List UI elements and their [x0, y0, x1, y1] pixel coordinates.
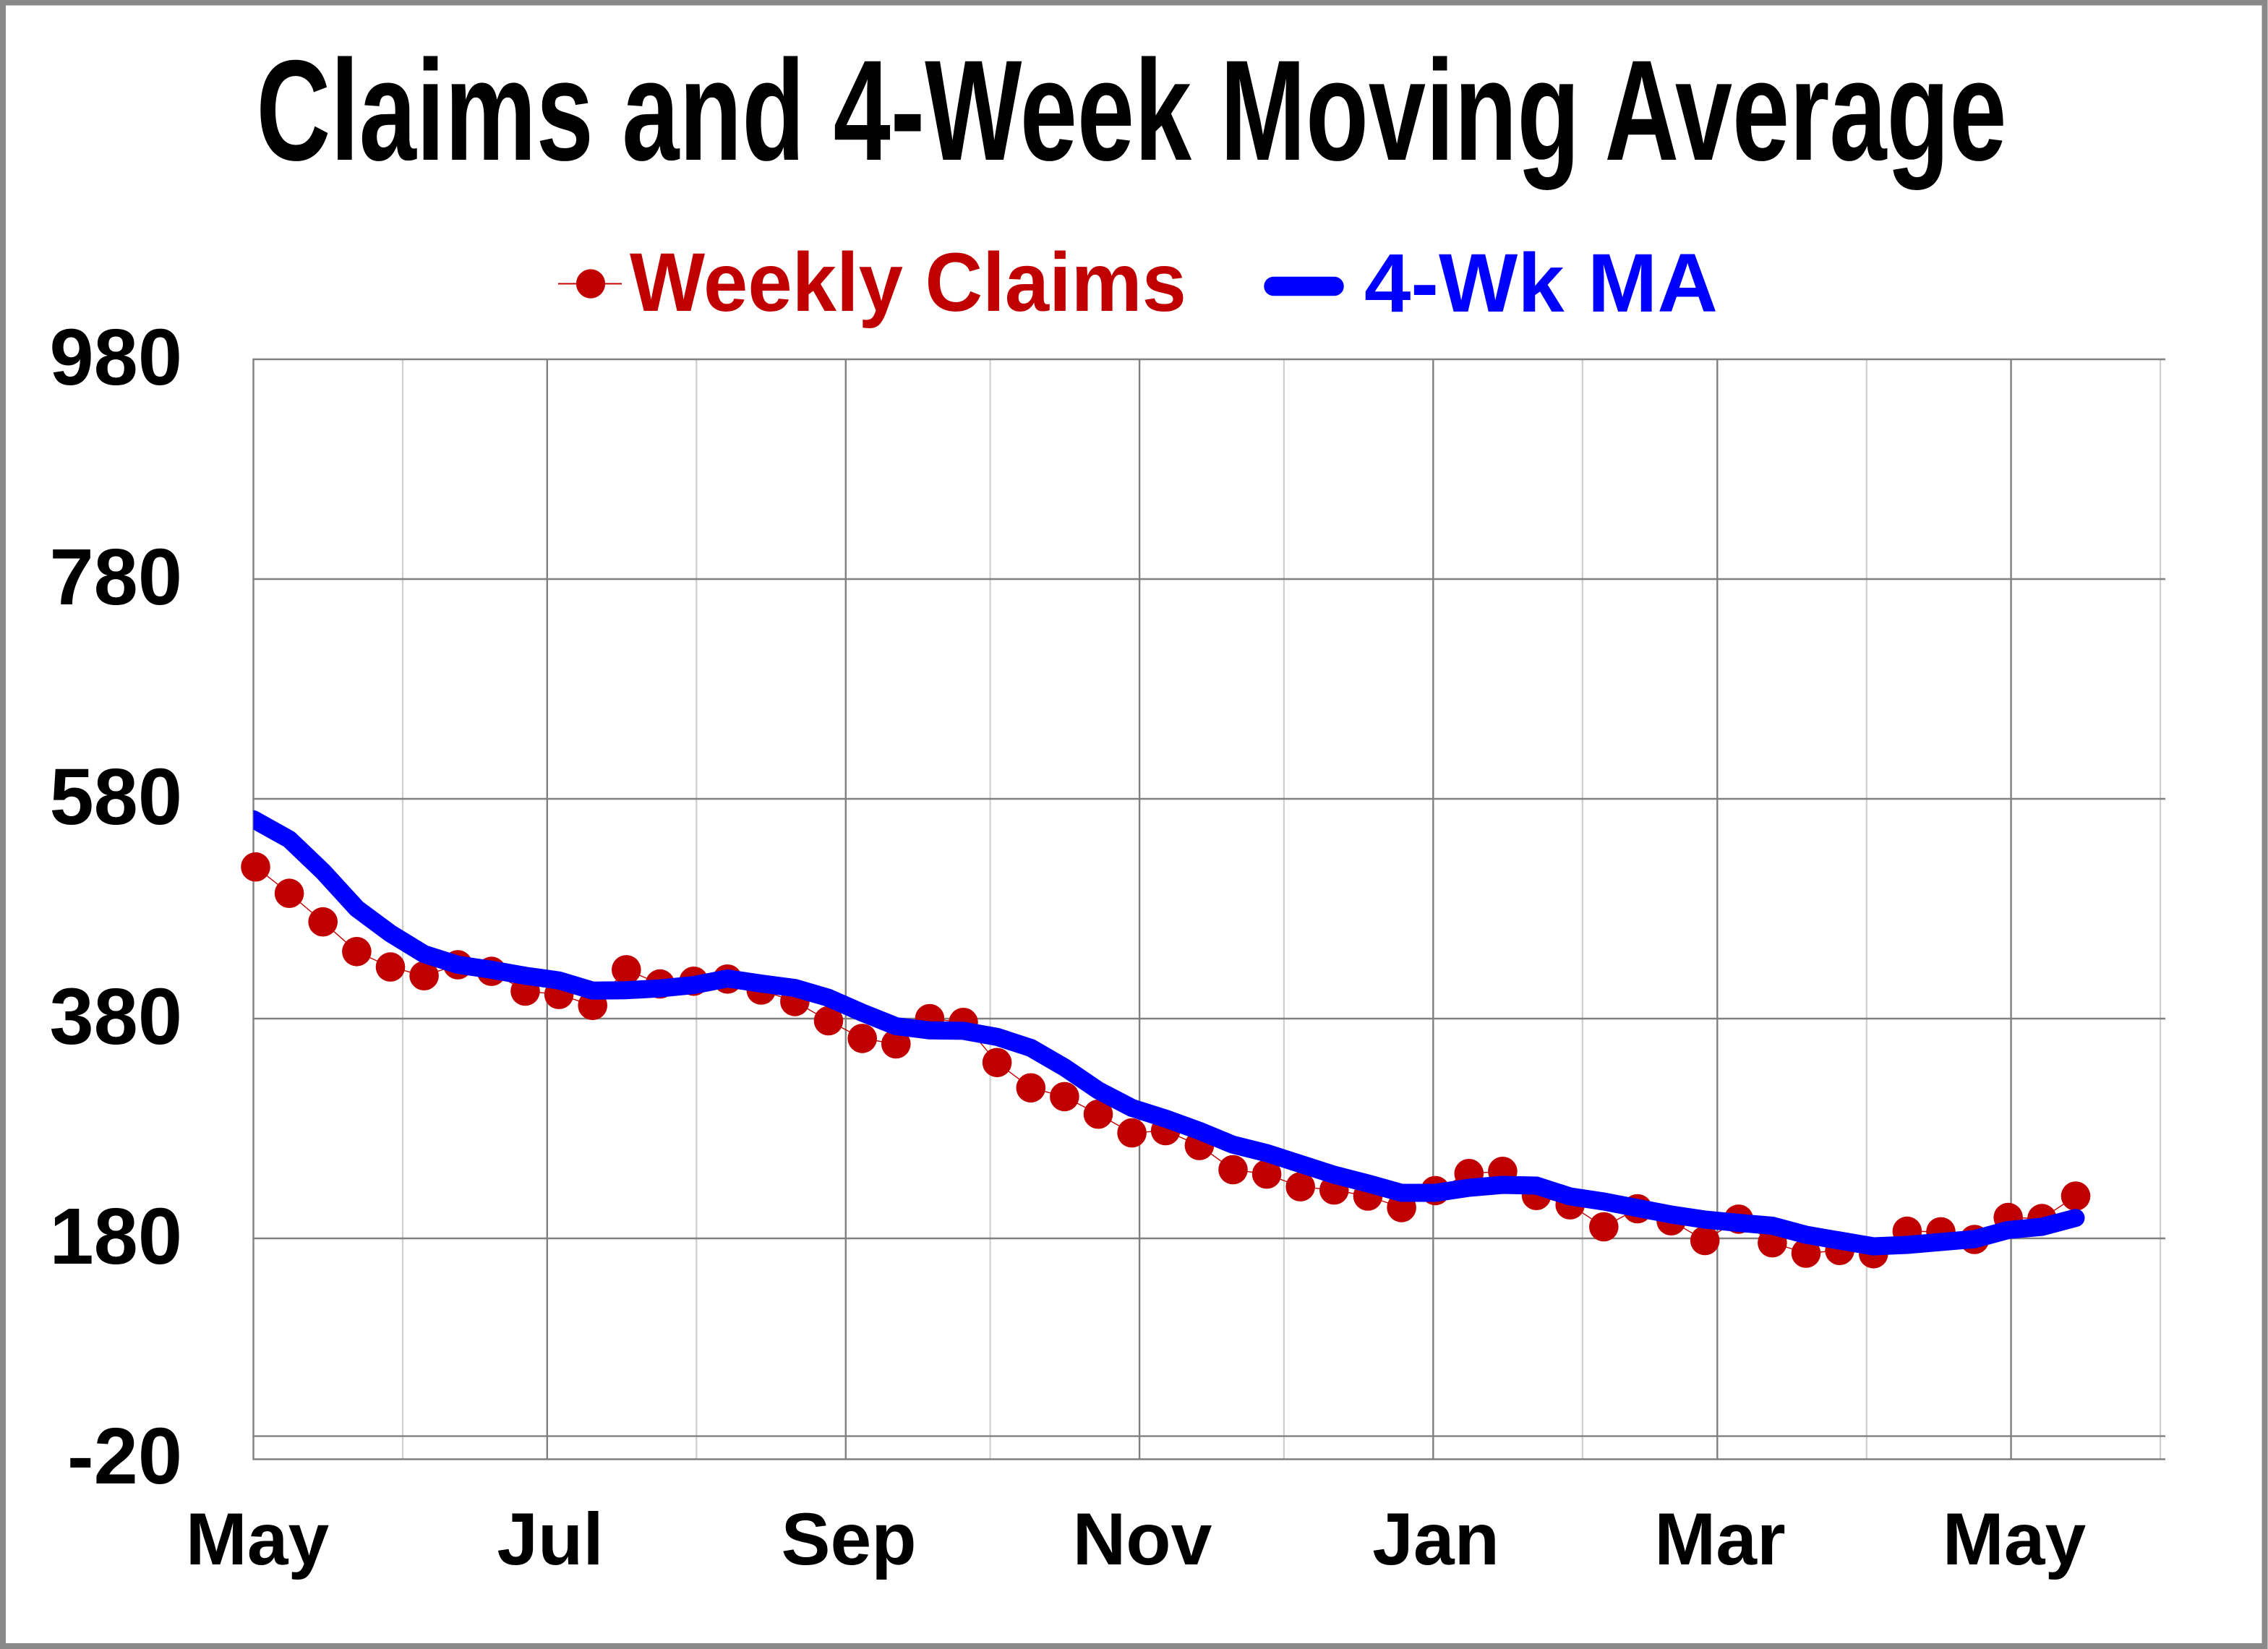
svg-text:May: May: [1943, 1498, 2087, 1580]
svg-text:380: 380: [49, 972, 182, 1061]
svg-text:Jul: Jul: [497, 1498, 603, 1580]
svg-text:4-Wk MA: 4-Wk MA: [1364, 237, 1718, 330]
svg-text:Sep: Sep: [781, 1498, 916, 1580]
svg-text:May: May: [186, 1498, 330, 1580]
svg-text:Weekly Claims: Weekly Claims: [630, 236, 1186, 329]
svg-text:580: 580: [49, 753, 182, 841]
svg-text:180: 180: [49, 1192, 182, 1281]
svg-text:780: 780: [49, 533, 182, 622]
svg-text:Nov: Nov: [1073, 1498, 1212, 1580]
svg-text:Claims and 4-Week Moving Avera: Claims and 4-Week Moving Average: [257, 30, 2007, 190]
svg-text:Mar: Mar: [1654, 1498, 1785, 1580]
svg-text:-20: -20: [67, 1412, 182, 1501]
svg-text:Jan: Jan: [1372, 1498, 1499, 1580]
svg-text:980: 980: [49, 313, 182, 402]
